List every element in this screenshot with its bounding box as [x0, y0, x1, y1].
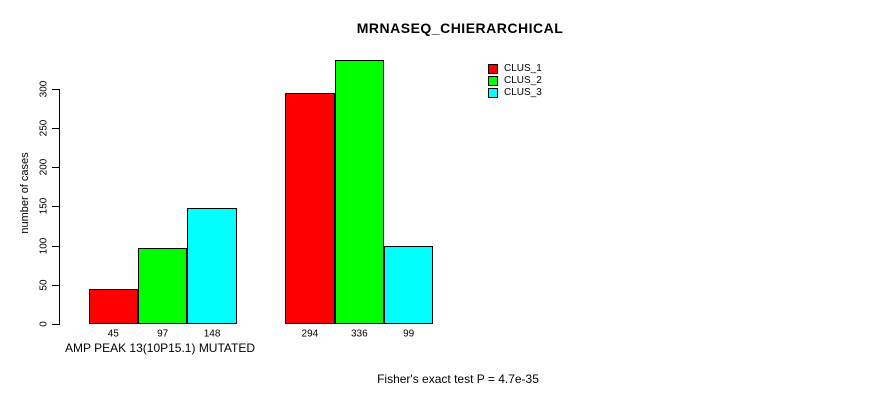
- y-tick-label: 250: [38, 119, 50, 137]
- bar-value-label: 45: [107, 328, 119, 340]
- stat-annotation: Fisher's exact test P = 4.7e-35: [377, 372, 539, 386]
- legend-label: CLUS_2: [504, 75, 542, 86]
- bar-clus_3-group2: [384, 246, 434, 324]
- bar-clus_1-group1: [88, 288, 138, 324]
- legend-item-clus_2: CLUS_2: [488, 75, 542, 87]
- legend-swatch-icon: [488, 64, 498, 74]
- y-axis-title: number of cases: [19, 152, 31, 234]
- x-axis-label: AMP PEAK 13(10P15.1) MUTATED: [64, 341, 256, 355]
- y-tick: [52, 167, 59, 169]
- chart-title: MRNASEQ_CHIERARCHICAL: [356, 20, 564, 36]
- bar-clus_2-group1: [138, 247, 188, 324]
- legend: CLUS_1 CLUS_2 CLUS_3: [488, 63, 542, 99]
- y-tick: [52, 284, 59, 286]
- bar-value-label: 97: [157, 328, 169, 340]
- y-tick: [52, 88, 59, 90]
- bar-value-label: 294: [301, 328, 319, 340]
- legend-label: CLUS_1: [504, 63, 542, 74]
- y-tick-label: 200: [38, 158, 50, 176]
- legend-swatch-icon: [488, 76, 498, 86]
- legend-swatch-icon: [488, 88, 498, 98]
- bar-clus_2-group2: [334, 60, 384, 324]
- y-tick: [52, 127, 59, 129]
- legend-item-clus_3: CLUS_3: [488, 87, 542, 99]
- bar-clus_1-group2: [285, 93, 335, 324]
- y-tick-label: 150: [38, 197, 50, 215]
- y-tick: [52, 324, 59, 325]
- bar-value-label: 148: [203, 328, 221, 340]
- y-tick: [52, 245, 59, 247]
- bar-clus_3-group1: [187, 207, 237, 324]
- bar-value-label: 99: [403, 328, 415, 340]
- y-axis-line: [59, 88, 60, 325]
- bar-value-label: 336: [350, 328, 368, 340]
- y-tick-label: 100: [38, 237, 50, 254]
- y-tick-label: 0: [38, 321, 50, 327]
- legend-label: CLUS_3: [504, 87, 542, 98]
- y-tick-label: 300: [38, 80, 50, 97]
- legend-item-clus_1: CLUS_1: [488, 63, 542, 75]
- y-tick: [52, 206, 59, 208]
- y-tick-label: 50: [38, 279, 50, 291]
